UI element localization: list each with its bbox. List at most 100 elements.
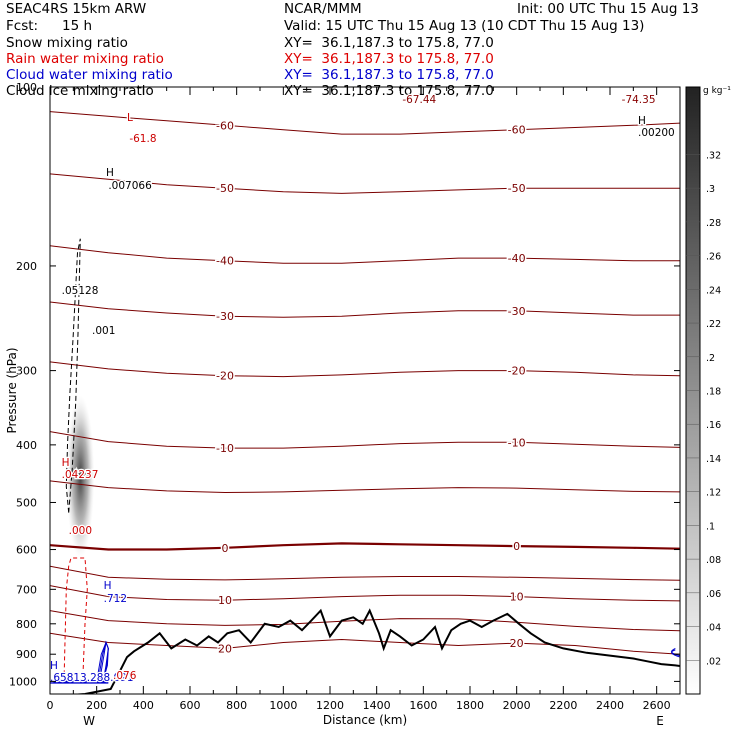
x-axis-label: Distance (km) [323, 713, 407, 727]
temperature-contour [50, 480, 680, 494]
colorbar-tick-label: .06 [706, 589, 721, 600]
field-name: Cloud water mixing ratio [6, 67, 173, 83]
contour-extremum-label: -74.35 [622, 94, 656, 106]
contour-label: 20 [218, 642, 232, 655]
y-tick-label: 900 [16, 648, 37, 661]
contour-label: -40 [508, 252, 526, 265]
contour-label: -10 [508, 436, 526, 449]
terrain-line [70, 608, 680, 694]
temperature-contour [50, 301, 680, 318]
contour-label: -40 [216, 255, 234, 268]
colorbar-tick-label: .14 [706, 454, 721, 465]
contour-extremum-label: H [638, 115, 646, 127]
contour-label: 20 [510, 637, 524, 650]
contour-extremum-label: H [62, 457, 70, 469]
y-tick-label: 500 [16, 496, 37, 509]
y-tick-label: 300 [16, 365, 37, 378]
colorbar-unit: g kg⁻¹ [703, 86, 731, 96]
x-tick-label: 200 [86, 699, 107, 712]
temperature-contour [50, 565, 680, 581]
contour-extremum-label: .00200 [638, 127, 675, 139]
contour-extremum-label: L [127, 112, 133, 124]
field-xy: XY= 36.1,187.3 to 175.8, 77.0 [284, 67, 494, 83]
contour-extremum-label: .076 [113, 670, 137, 682]
colorbar-tick-label: .22 [706, 319, 721, 330]
contour-extremum-label: .05128 [62, 285, 99, 297]
contour-label: -60 [508, 124, 526, 137]
x-tick-label: 600 [180, 699, 201, 712]
y-tick-label: 200 [16, 260, 37, 273]
y-tick-label: 1000 [9, 675, 37, 688]
colorbar-tick-label: .16 [706, 420, 721, 431]
contour-extremum-label: -67.44 [402, 94, 436, 106]
x-tick-label: 1800 [456, 699, 484, 712]
contour-label: 0 [222, 542, 229, 555]
model-title: SEAC4RS 15km ARW [6, 1, 147, 17]
valid-time: Valid: 15 UTC Thu 15 Aug 13 (10 CDT Thu … [284, 18, 645, 34]
contour-label: 10 [218, 594, 232, 607]
colorbar-tick-label: .02 [706, 656, 721, 667]
temperature-contour [50, 632, 680, 655]
contour-extremum-label: .712 [104, 593, 127, 605]
org-title: NCAR/MMM [284, 1, 362, 17]
y-tick-label: 400 [16, 439, 37, 452]
rain-contour [63, 557, 88, 682]
y-tick-label: 100 [16, 81, 37, 94]
temperature-contour [50, 542, 680, 551]
temperature-contour [50, 431, 680, 449]
x-tick-label: 2400 [596, 699, 624, 712]
contour-extremum-label: H [50, 660, 58, 672]
init-time: Init: 00 UTC Thu 15 Aug 13 [517, 1, 699, 17]
field-name: Snow mixing ratio [6, 35, 128, 51]
contour-extremum-label: .007066 [108, 180, 152, 192]
west-endpoint-label: W [83, 714, 95, 728]
temperature-contour [50, 585, 680, 602]
cloud-water-contour [99, 640, 109, 682]
plot-frame [49, 86, 681, 695]
contour-extremum-label: .04237 [62, 469, 99, 481]
colorbar-tick-label: .18 [706, 387, 721, 398]
field-name: Rain water mixing ratio [6, 51, 164, 67]
y-tick-label: 800 [16, 618, 37, 631]
fcst-label: Fcst: [6, 18, 39, 34]
x-tick-label: 0 [47, 699, 54, 712]
x-tick-label: 1200 [316, 699, 344, 712]
contour-label: 0 [513, 540, 520, 553]
x-tick-label: 2600 [643, 699, 671, 712]
y-tick-label: 700 [16, 583, 37, 596]
x-tick-label: 1400 [363, 699, 391, 712]
contour-label: -50 [216, 182, 234, 195]
colorbar-tick-label: .2 [706, 353, 715, 364]
x-tick-label: 2000 [503, 699, 531, 712]
temperature-contour [50, 173, 680, 194]
temperature-contour [50, 245, 680, 264]
colorbar-tick-label: .1 [706, 521, 715, 532]
colorbar-tick-label: .3 [706, 184, 715, 195]
contour-label: -50 [508, 182, 526, 195]
contour-extremum-label: .000 [69, 525, 92, 537]
colorbar-tick-label: .12 [706, 488, 721, 499]
contour-extremum-label: H [106, 167, 114, 179]
y-axis-label: Pressure (hPa) [5, 347, 19, 433]
x-tick-label: 400 [133, 699, 154, 712]
colorbar-tick-label: .32 [706, 150, 721, 161]
contour-extremum-label: H [104, 580, 112, 592]
contour-label: -20 [216, 370, 234, 383]
fcst-value: 15 h [62, 18, 93, 34]
contour-label: -20 [508, 365, 526, 378]
contour-extremum-label: .65813.288.091 [50, 672, 134, 684]
temperature-contour [50, 111, 680, 135]
colorbar-tick-label: .26 [706, 252, 721, 263]
colorbar-tick-label: .08 [706, 555, 721, 566]
x-tick-label: 1000 [269, 699, 297, 712]
snow-contour [65, 238, 81, 513]
temperature-contour [50, 361, 680, 378]
x-tick-label: 800 [226, 699, 247, 712]
contour-label: -60 [216, 119, 234, 132]
colorbar-tick-label: .24 [706, 285, 721, 296]
field-xy: XY= 36.1,187.3 to 175.8, 77.0 [284, 35, 494, 51]
temperature-contour [50, 610, 680, 632]
colorbar-tick-label: .28 [706, 218, 721, 229]
contour-extremum-label: -61.8 [129, 133, 156, 145]
